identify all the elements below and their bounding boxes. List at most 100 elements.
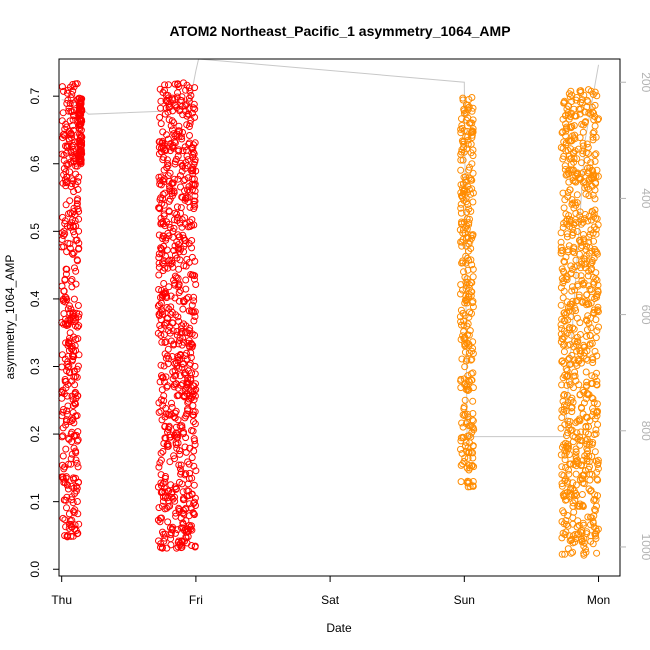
data-point bbox=[460, 144, 467, 152]
data-point bbox=[577, 437, 584, 444]
data-point bbox=[558, 518, 566, 526]
chart-title: ATOM2 Northeast_Pacific_1 asymmetry_1064… bbox=[169, 23, 510, 39]
data-point bbox=[173, 104, 181, 112]
data-point bbox=[66, 240, 74, 248]
data-point bbox=[63, 504, 70, 512]
data-point bbox=[59, 134, 67, 142]
data-point bbox=[58, 117, 66, 125]
data-point bbox=[593, 412, 601, 420]
data-point bbox=[569, 502, 577, 510]
data-point bbox=[167, 292, 175, 300]
data-point bbox=[580, 91, 588, 99]
data-point bbox=[559, 155, 567, 163]
data-point bbox=[561, 162, 569, 170]
data-point bbox=[594, 492, 601, 500]
data-point bbox=[188, 237, 196, 244]
data-point bbox=[190, 150, 198, 158]
data-point bbox=[183, 81, 191, 89]
data-point bbox=[159, 480, 167, 487]
data-point bbox=[74, 186, 82, 193]
data-point bbox=[468, 299, 476, 307]
data-point bbox=[160, 362, 168, 370]
data-point bbox=[469, 384, 477, 392]
data-point bbox=[574, 281, 582, 289]
data-point bbox=[468, 462, 476, 469]
data-point bbox=[560, 391, 568, 398]
data-point bbox=[175, 340, 183, 348]
data-point bbox=[590, 171, 598, 179]
data-point bbox=[169, 263, 177, 271]
data-point bbox=[467, 356, 475, 364]
data-point bbox=[569, 438, 577, 446]
data-point bbox=[567, 396, 575, 404]
data-point bbox=[184, 525, 192, 533]
data-point bbox=[183, 379, 191, 387]
data-point bbox=[461, 296, 469, 304]
data-point bbox=[466, 308, 474, 316]
data-point bbox=[73, 373, 81, 381]
data-point bbox=[560, 257, 568, 265]
data-point bbox=[177, 325, 185, 333]
data-point bbox=[174, 245, 182, 253]
data-point bbox=[564, 417, 572, 425]
data-point bbox=[73, 459, 81, 467]
data-point bbox=[465, 466, 473, 474]
data-point bbox=[65, 107, 73, 115]
data-point bbox=[66, 517, 74, 525]
data-point bbox=[462, 386, 470, 393]
data-point bbox=[457, 478, 465, 486]
y-tick-label-4: 0.4 bbox=[28, 290, 42, 307]
data-point bbox=[557, 243, 565, 251]
data-point bbox=[576, 236, 584, 244]
data-point bbox=[164, 162, 172, 170]
data-point bbox=[188, 301, 196, 309]
data-point bbox=[73, 256, 81, 264]
data-point bbox=[174, 313, 182, 321]
data-point bbox=[169, 523, 177, 531]
data-point bbox=[583, 414, 591, 422]
data-point bbox=[593, 549, 601, 557]
data-point bbox=[576, 391, 584, 399]
data-point bbox=[586, 285, 594, 293]
x-tick-label-0: Thu bbox=[51, 593, 72, 607]
data-point bbox=[190, 511, 198, 519]
data-point bbox=[70, 507, 77, 515]
y2-tick-label-1: 400 bbox=[639, 188, 650, 208]
data-point bbox=[568, 408, 576, 416]
data-point bbox=[73, 80, 81, 88]
data-point bbox=[582, 437, 590, 445]
data-point bbox=[68, 276, 76, 283]
data-point bbox=[590, 254, 598, 262]
data-point bbox=[61, 377, 69, 385]
data-point bbox=[182, 504, 190, 512]
data-point bbox=[168, 126, 176, 134]
data-point bbox=[469, 104, 477, 112]
data-point bbox=[595, 115, 602, 123]
data-point bbox=[191, 543, 199, 551]
data-point bbox=[161, 423, 169, 431]
data-point bbox=[190, 100, 198, 108]
data-point bbox=[155, 310, 163, 318]
data-point bbox=[165, 305, 173, 313]
data-point bbox=[566, 381, 574, 389]
data-point bbox=[457, 181, 465, 189]
data-point bbox=[161, 81, 169, 89]
data-point bbox=[182, 86, 190, 94]
data-point bbox=[578, 491, 586, 498]
data-point bbox=[73, 236, 81, 244]
data-point bbox=[68, 175, 76, 183]
data-point bbox=[63, 265, 71, 273]
data-point bbox=[560, 219, 568, 227]
data-point bbox=[190, 447, 198, 455]
data-point bbox=[457, 125, 465, 133]
data-point bbox=[156, 113, 164, 121]
data-point bbox=[593, 327, 601, 335]
data-point bbox=[68, 108, 76, 116]
data-point bbox=[562, 139, 570, 147]
data-point bbox=[458, 259, 466, 267]
data-point bbox=[563, 233, 571, 241]
data-point bbox=[469, 397, 477, 405]
data-point bbox=[191, 313, 199, 320]
data-point bbox=[573, 191, 581, 199]
data-point bbox=[558, 471, 566, 479]
